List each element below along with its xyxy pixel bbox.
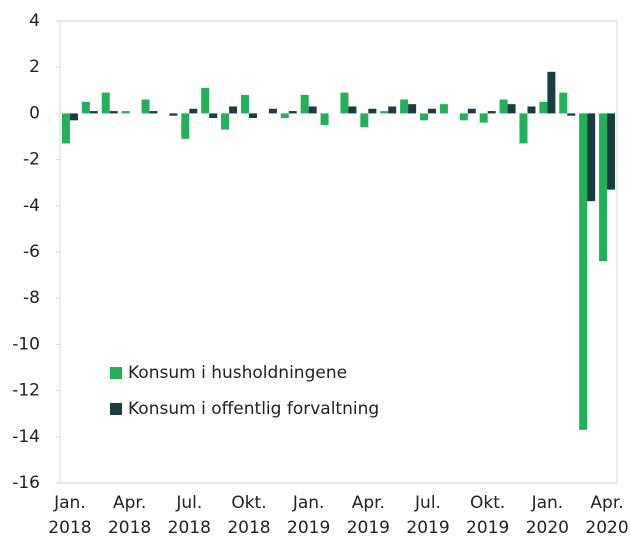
legend-label: Konsum i husholdningene [128, 363, 347, 383]
y-tick-label: -12 [12, 381, 40, 401]
x-tick-label: Apr. 2020 [585, 493, 629, 538]
bar [320, 113, 329, 125]
bar [240, 94, 249, 114]
bar [380, 111, 389, 114]
y-tick-label: -6 [23, 242, 40, 262]
bar [348, 106, 357, 114]
bar [81, 101, 90, 114]
legend-swatch [110, 403, 122, 415]
bar [268, 108, 277, 114]
legend-label: Konsum i offentlig forvaltning [128, 399, 379, 419]
bar [587, 113, 596, 202]
x-tick-label: Apr. 2019 [346, 493, 390, 538]
bar [428, 108, 437, 114]
bar [479, 113, 488, 123]
bar [141, 99, 150, 114]
bar [340, 92, 349, 114]
bar [599, 113, 608, 262]
bar [567, 113, 576, 116]
y-tick-label: -8 [23, 288, 40, 308]
y-tick-label: -10 [12, 334, 40, 354]
bar [229, 106, 238, 114]
bar [519, 113, 528, 144]
bar [360, 113, 369, 128]
x-tick-label: Okt. 2018 [227, 493, 271, 538]
y-tick-label: -14 [12, 427, 40, 447]
bar [248, 113, 257, 119]
bar [487, 111, 496, 114]
bar [109, 111, 118, 114]
bar [149, 111, 158, 114]
bar [420, 113, 429, 121]
bar [607, 113, 616, 190]
legend-box [100, 355, 430, 427]
x-tick-label: Jan. 2020 [525, 493, 569, 538]
y-tick-label: 2 [29, 57, 40, 77]
y-tick-label: 4 [29, 11, 40, 31]
x-tick-label: Jan. 2019 [287, 493, 331, 538]
bar [69, 113, 78, 121]
x-tick-label: Jul. 2018 [167, 493, 211, 538]
y-tick-label: -2 [23, 150, 40, 170]
bar [209, 113, 218, 119]
bar [89, 111, 98, 114]
bar [547, 71, 556, 114]
bar [539, 101, 548, 114]
bar [388, 106, 397, 114]
bar [181, 113, 190, 139]
legend-swatch [110, 367, 122, 379]
bar [201, 87, 210, 114]
y-tick-label: -16 [12, 473, 40, 493]
x-tick-label: Apr. 2018 [107, 493, 152, 538]
bar [101, 92, 110, 114]
bar [288, 111, 297, 114]
bar [579, 113, 588, 430]
y-tick-label: 0 [29, 103, 40, 123]
bar [368, 108, 377, 114]
bar [61, 113, 70, 144]
bar [499, 99, 508, 114]
bar [507, 104, 516, 114]
bar [308, 106, 317, 114]
bar [459, 113, 468, 121]
x-tick-label: Okt. 2019 [466, 493, 510, 538]
bar [527, 106, 536, 114]
bar [189, 108, 198, 114]
bar [169, 113, 178, 116]
y-tick-label: -4 [23, 196, 40, 216]
x-tick-label: Jul. 2019 [406, 493, 450, 538]
bar [300, 94, 309, 114]
bar [439, 104, 448, 114]
bar [221, 113, 230, 130]
bar [400, 99, 409, 114]
bar [467, 108, 476, 114]
bar [408, 104, 417, 114]
bar [559, 92, 568, 114]
x-tick-label: Jan. 2018 [48, 493, 92, 538]
bar [280, 113, 289, 119]
bar [121, 111, 130, 114]
